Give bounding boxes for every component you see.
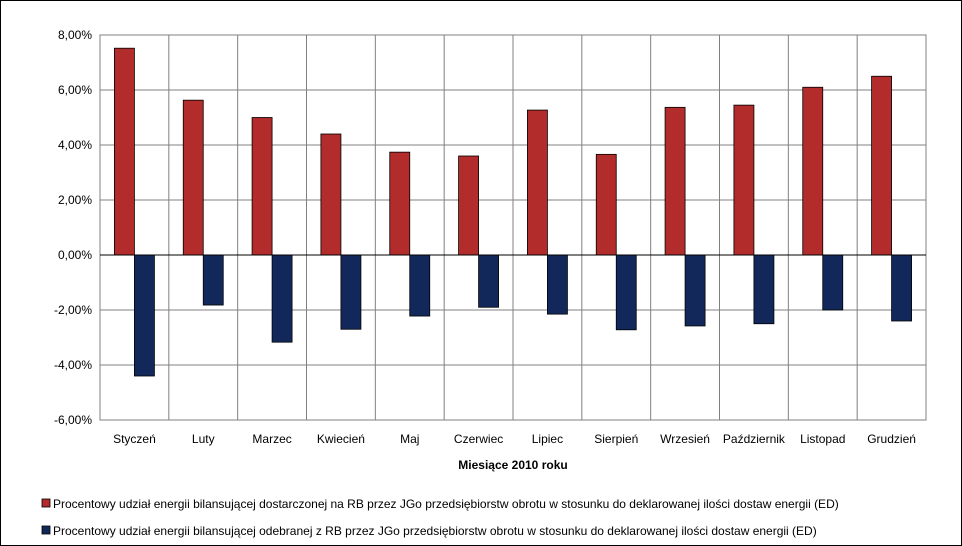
x-tick-label: Styczeń (113, 432, 156, 446)
x-tick-label: Lipiec (532, 432, 563, 446)
x-axis-label: Miesiące 2010 roku (458, 458, 567, 472)
bar-supplied (320, 133, 342, 256)
bar-supplied (527, 109, 548, 256)
y-tick-label: 8,00% (58, 28, 92, 42)
x-tick-label: Kwiecień (317, 432, 365, 446)
bar-supplied (733, 104, 755, 256)
bar-received (822, 254, 844, 311)
legend-label-received: Procentowy udział energii bilansującej o… (53, 524, 817, 538)
legend-swatch-supplied (41, 498, 51, 508)
bar-received (202, 254, 224, 306)
bars (114, 47, 912, 377)
y-tick-label: -4,00% (54, 358, 92, 372)
bar-received (478, 254, 499, 308)
bar-received (340, 254, 362, 330)
bar-supplied (595, 153, 617, 256)
bar-received (547, 254, 568, 315)
x-tick-label: Październik (723, 432, 786, 446)
x-tick-label: Listopad (800, 432, 845, 446)
bar-received (891, 254, 912, 322)
bar-supplied (114, 47, 135, 256)
legend: Procentowy udział energii bilansującej d… (41, 497, 839, 538)
legend-label-supplied: Procentowy udział energii bilansującej d… (53, 497, 839, 511)
bar-received (615, 254, 637, 331)
y-tick-label: 6,00% (58, 83, 92, 97)
bar-received (134, 254, 155, 377)
x-tick-label: Grudzień (867, 432, 916, 446)
x-tick-labels: Styczeń Luty Marzec Kwiecień Maj Czerwiec Lipi… (113, 432, 916, 446)
x-tick-label: Sierpień (594, 432, 638, 446)
y-tick-labels: 8,00% 6,00% 4,00% 2,00% 0,00% -2,00% -4,00% -6,… (54, 28, 92, 427)
bar-supplied (871, 75, 892, 256)
x-tick-label: Maj (400, 432, 419, 446)
y-tick-label: 4,00% (58, 138, 92, 152)
bar-supplied (182, 99, 204, 256)
y-tick-label: -2,00% (54, 303, 92, 317)
bar-received (409, 254, 431, 317)
bar-supplied (664, 106, 686, 256)
legend-swatch-received (41, 525, 51, 535)
x-tick-label: Marzec (252, 432, 291, 446)
bar-received (271, 254, 293, 343)
y-tick-label: 0,00% (58, 248, 92, 262)
bar-supplied (458, 155, 479, 256)
y-tick-label: -6,00% (54, 413, 92, 427)
bar-received (753, 254, 775, 325)
y-tick-label: 2,00% (58, 193, 92, 207)
bar-supplied (251, 117, 273, 256)
bar-supplied (802, 86, 824, 256)
x-tick-label: Luty (192, 432, 215, 446)
bar-received (684, 254, 706, 327)
bar-supplied (389, 151, 411, 256)
x-tick-label: Czerwiec (454, 432, 503, 446)
x-tick-label: Wrzesień (660, 432, 710, 446)
